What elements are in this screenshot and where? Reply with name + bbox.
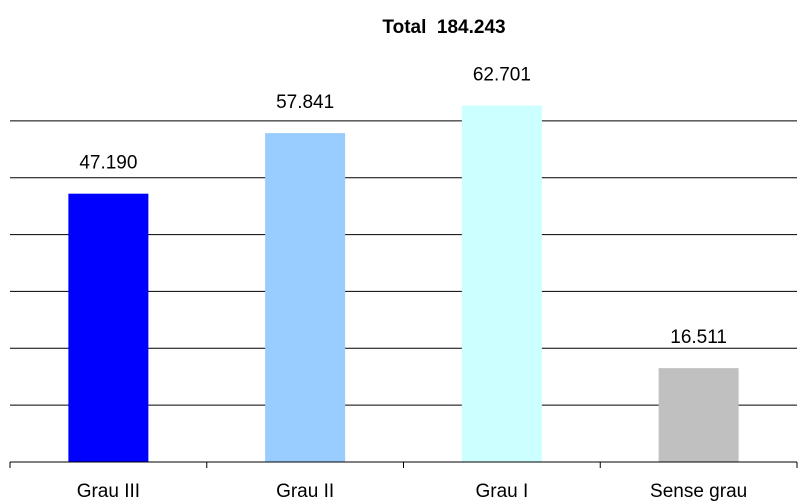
value-label: 57.841 (276, 92, 334, 113)
x-tick-label: Grau III (77, 481, 140, 502)
value-label: 47.190 (79, 153, 137, 174)
bar (265, 133, 346, 462)
bar (461, 105, 542, 462)
x-tick-label: Grau II (276, 481, 334, 502)
chart-title: Total 184.243 (382, 17, 505, 38)
value-label: 62.701 (473, 65, 531, 86)
bar (68, 193, 149, 462)
value-label: 16.511 (670, 327, 727, 348)
x-tick-label: Sense grau (650, 481, 747, 502)
bar (658, 368, 739, 462)
x-tick-label: Grau I (475, 481, 528, 502)
